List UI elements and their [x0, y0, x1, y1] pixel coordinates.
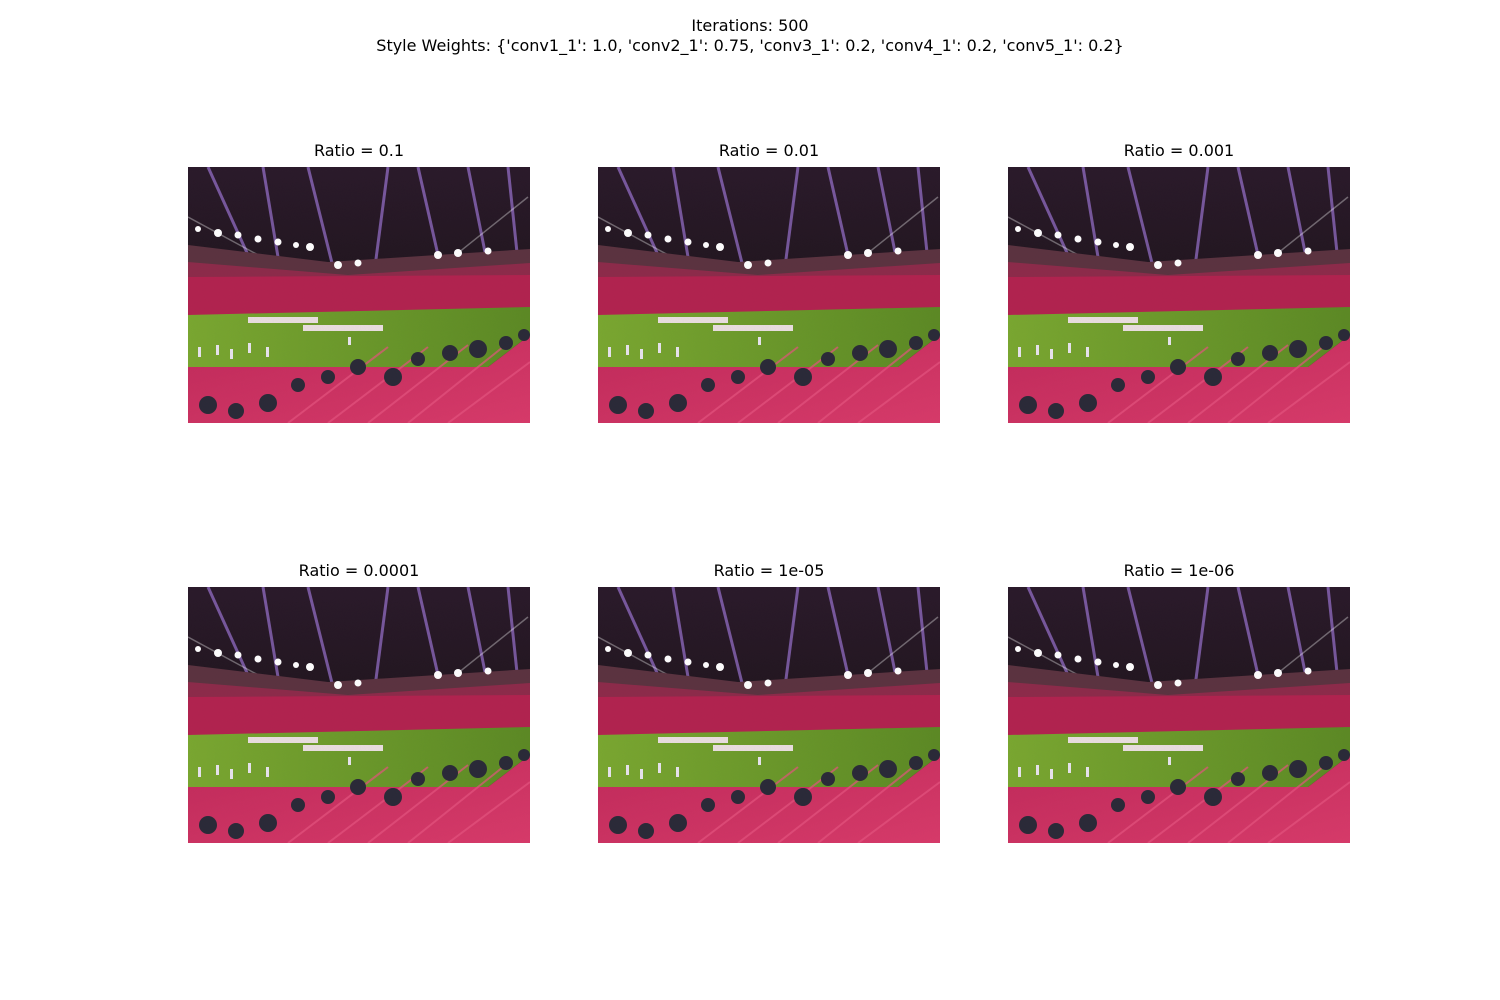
figure-title-style-weights: Style Weights: {'conv1_1': 1.0, 'conv2_1… — [376, 36, 1124, 55]
panel-title: Ratio = 0.001 — [1123, 141, 1235, 160]
panel-title: Ratio = 0.01 — [718, 141, 820, 160]
stadium-image — [1008, 167, 1350, 423]
panel-title: Ratio = 1e-06 — [1123, 561, 1235, 580]
stadium-image — [1008, 587, 1350, 843]
stadium-image — [598, 167, 940, 423]
panel-title: Ratio = 1e-05 — [713, 561, 825, 580]
panel-title: Ratio = 0.0001 — [298, 561, 420, 580]
stadium-image — [188, 167, 530, 423]
figure-title-iterations: Iterations: 500 — [691, 16, 809, 35]
stadium-image — [188, 587, 530, 843]
stadium-image — [598, 587, 940, 843]
panel-title: Ratio = 0.1 — [313, 141, 405, 160]
figure-title: Iterations: 500 Style Weights: {'conv1_1… — [0, 16, 1500, 56]
